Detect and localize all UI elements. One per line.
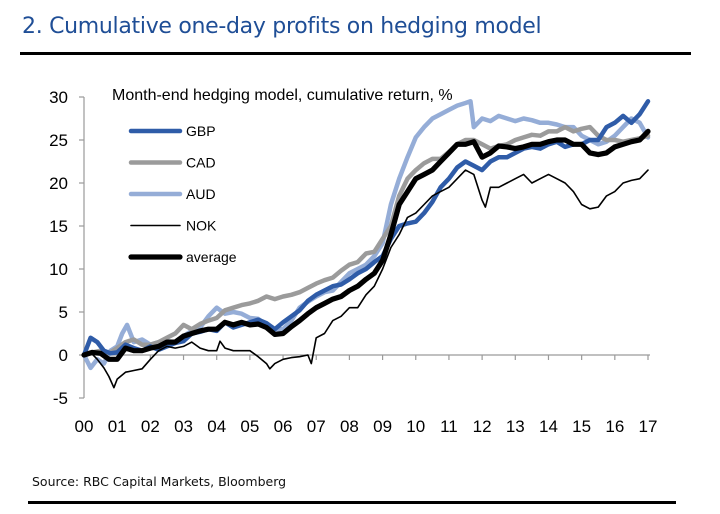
legend-label-gbp: GBP: [186, 123, 216, 139]
legend-label-aud: AUD: [186, 186, 216, 202]
legend: GBP CAD AUD NOK average: [128, 123, 237, 265]
x-tick-label: 04: [207, 417, 226, 436]
chart-subtitle: Month-end hedging model, cumulative retu…: [112, 87, 453, 104]
y-tick-label: 10: [49, 260, 68, 279]
x-tick-label: 10: [406, 417, 425, 436]
y-tick-label: 25: [49, 131, 68, 150]
footer-rule: [28, 501, 676, 504]
x-tick-label: 06: [274, 417, 293, 436]
x-tick-label: 13: [506, 417, 525, 436]
x-tick-label: 00: [75, 417, 94, 436]
x-tick-label: 07: [307, 417, 326, 436]
series-line-average: [81, 128, 651, 362]
series-line-cad: [81, 124, 651, 358]
series-line-nok: [83, 169, 649, 389]
y-tick-label: -5: [53, 389, 68, 408]
x-tick-label: 02: [141, 417, 160, 436]
y-tick-label: 0: [59, 346, 68, 365]
legend-label-nok: NOK: [186, 218, 217, 234]
y-tick-label: 15: [49, 217, 68, 236]
y-tick-label: 30: [49, 88, 68, 107]
title-rule: [20, 52, 691, 55]
x-tick-label: 03: [174, 417, 193, 436]
x-tick-label: 14: [539, 417, 558, 436]
x-tick-label: 15: [572, 417, 591, 436]
series-layer: [81, 99, 651, 389]
chart-title: 2. Cumulative one-day profits on hedging…: [22, 14, 542, 39]
x-tick-label: 17: [639, 417, 658, 436]
x-tick-label: 08: [340, 417, 359, 436]
y-tick-label: 20: [49, 174, 68, 193]
source-note: Source: RBC Capital Markets, Bloomberg: [32, 474, 287, 489]
x-tick-label: 12: [473, 417, 492, 436]
legend-label-cad: CAD: [186, 155, 216, 171]
x-tick-label: 01: [108, 417, 127, 436]
y-tick-label: 5: [59, 303, 68, 322]
legend-label-average: average: [186, 249, 237, 265]
x-tick-label: 09: [373, 417, 392, 436]
x-tick-label: 05: [240, 417, 259, 436]
x-tick-label: 16: [605, 417, 624, 436]
x-tick-label: 11: [440, 417, 458, 436]
